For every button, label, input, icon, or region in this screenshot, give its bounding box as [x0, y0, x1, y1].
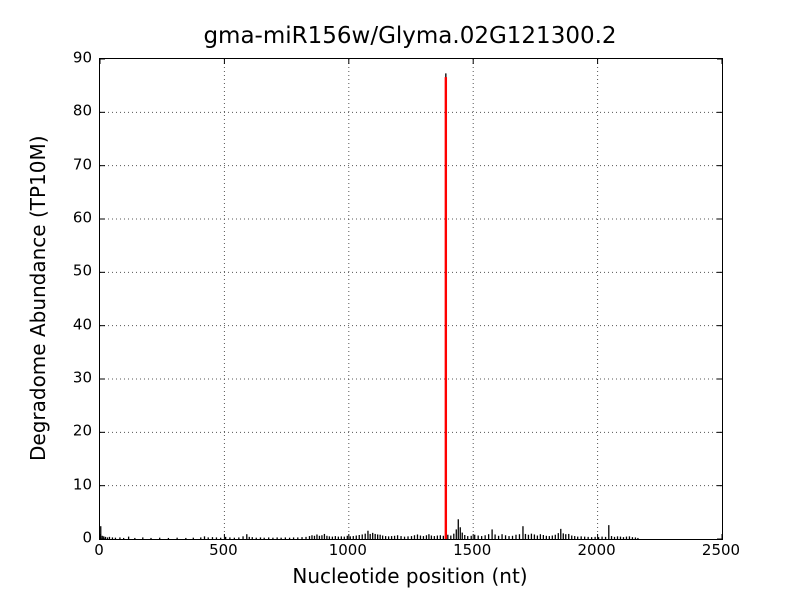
- y-tick-label: 80: [72, 101, 92, 120]
- y-tick-label: 30: [72, 368, 92, 387]
- chart-title: gma-miR156w/Glyma.02G121300.2: [203, 23, 617, 49]
- x-tick-label: 1000: [328, 541, 367, 559]
- y-tick-label: 60: [72, 208, 92, 227]
- x-axis-label: Nucleotide position (nt): [292, 564, 528, 588]
- plot-area: [99, 58, 723, 540]
- y-tick-label: 40: [72, 315, 92, 334]
- x-tick-labels: 0 500 1000 1500 2000 2500: [0, 543, 800, 563]
- y-tick-label: 50: [72, 261, 92, 280]
- x-tick-label: 500: [209, 541, 238, 559]
- y-tick-labels: 0 10 20 30 40 50 60 70 80 90: [0, 0, 92, 600]
- x-tick-label: 2000: [577, 541, 616, 559]
- x-tick-label: 1500: [453, 541, 492, 559]
- y-tick-label: 10: [72, 475, 92, 494]
- x-tick-label: 2500: [701, 541, 741, 559]
- y-tick-label: 20: [72, 421, 92, 440]
- plot-canvas: [100, 59, 722, 539]
- y-tick-label: 70: [72, 155, 92, 174]
- y-tick-label: 90: [72, 48, 92, 67]
- x-tick-label: 0: [94, 541, 104, 559]
- y-tick-label: 0: [82, 528, 92, 547]
